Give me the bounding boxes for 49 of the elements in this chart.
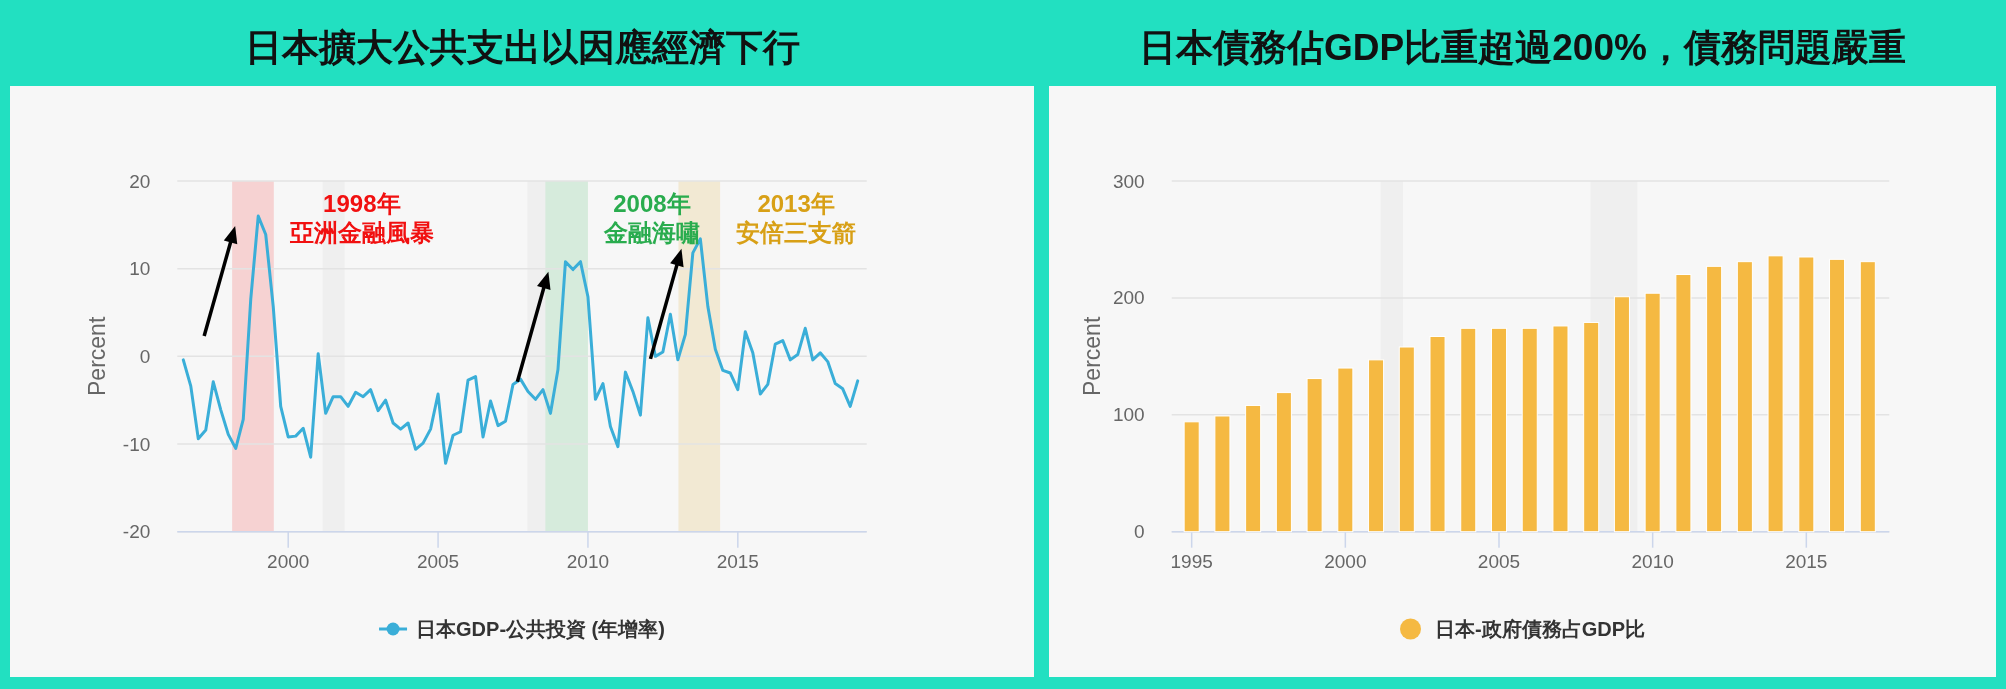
bar: [1583, 321, 1600, 533]
y-tick-label: 100: [1113, 404, 1145, 426]
y-tick-label: 300: [1113, 170, 1145, 192]
x-tick-label: 2015: [716, 551, 759, 573]
x-tick-label: 2000: [1324, 551, 1367, 573]
bar: [1859, 261, 1876, 533]
y-tick-label: 0: [139, 345, 151, 367]
bar: [1675, 274, 1692, 533]
bar: [1429, 335, 1446, 533]
bar: [1798, 256, 1815, 533]
y-tick-label: 10: [129, 258, 151, 280]
bar: [1460, 327, 1477, 533]
y-tick-label: 0: [1134, 521, 1145, 543]
x-tick-label: 2000: [267, 551, 310, 573]
y-axis-title: Percent: [84, 316, 111, 396]
x-tick-label: 2010: [1631, 551, 1674, 573]
bar: [1829, 258, 1846, 533]
y-axis-title: Percent: [1078, 316, 1105, 396]
line-series: [181, 214, 860, 465]
bar: [1613, 296, 1630, 533]
bar: [1183, 421, 1200, 533]
bar: [1306, 378, 1323, 533]
bar: [1245, 404, 1262, 533]
y-tick-label: 20: [129, 170, 151, 192]
bar: [1736, 261, 1753, 533]
x-tick-label: 2010: [566, 551, 610, 573]
band-label: 2008年金融海嘯: [602, 189, 700, 246]
x-tick-label: 1995: [1170, 551, 1213, 573]
bar: [1275, 392, 1292, 533]
chart-title: 日本擴大公共支出以因應經濟下行: [244, 26, 800, 68]
band-label: 1998年亞洲金融風暴: [288, 189, 434, 246]
band-label: 2013年安倍三支箭: [736, 189, 857, 246]
x-tick-label: 2005: [416, 551, 460, 573]
x-tick-label: 2015: [1785, 551, 1828, 573]
bar: [1706, 265, 1723, 533]
bar: [1767, 255, 1784, 533]
bar: [1521, 327, 1538, 533]
x-tick-label: 2005: [1477, 551, 1521, 573]
legend-label: 日本-政府債務占GDP比: [1435, 618, 1645, 640]
bar: [1552, 325, 1569, 533]
bar: [1490, 327, 1508, 533]
y-tick-label: -20: [122, 521, 151, 543]
legend-label: 日本GDP-公共投資 (年增率): [416, 618, 665, 640]
bar: [1644, 292, 1661, 533]
chart-title: 日本債務佔GDP比重超過200%，債務問題嚴重: [1139, 26, 1906, 68]
bar: [1337, 367, 1354, 533]
y-tick-label: 200: [1113, 287, 1145, 309]
bar: [1214, 415, 1231, 533]
y-tick-label: -10: [122, 433, 151, 455]
